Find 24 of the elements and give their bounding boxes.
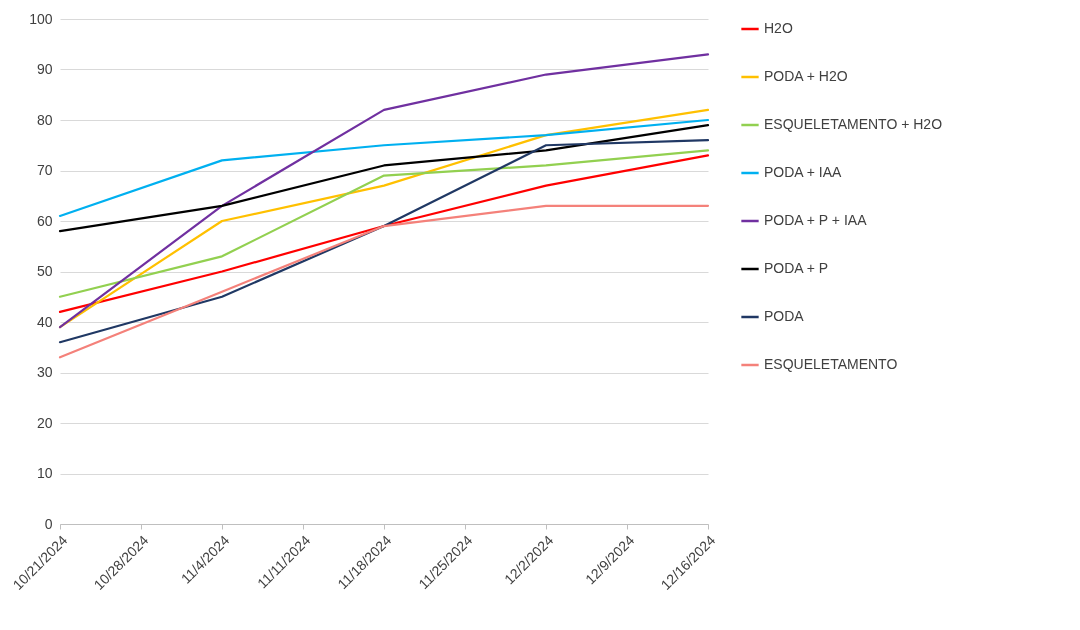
y-tick-label: 40 <box>36 313 53 330</box>
line-series <box>58 123 710 233</box>
y-tick-label: 50 <box>36 263 53 279</box>
line-series <box>58 118 710 218</box>
y-tick-label: 30 <box>36 364 53 380</box>
y-tick-label: 90 <box>36 61 53 77</box>
line-series <box>58 204 710 359</box>
legend-label: ESQUELETAMENTO + H2O <box>764 116 943 132</box>
legend-label: ESQUELETAMENTO <box>764 356 898 372</box>
legend-label: H2O <box>764 20 793 36</box>
y-tick-label: 10 <box>36 465 53 481</box>
legend-label: PODA + H2O <box>764 68 848 84</box>
y-tick-label: 0 <box>44 515 53 532</box>
y-tick-label: 100 <box>29 10 53 27</box>
y-tick-label: 60 <box>36 212 53 229</box>
line-series <box>58 53 710 329</box>
y-tick-label: 80 <box>36 111 53 128</box>
line-series <box>58 139 710 344</box>
legend-label: PODA + P + IAA <box>764 212 868 228</box>
legend-label: PODA + P <box>764 260 829 276</box>
legend-label: PODA <box>764 308 805 324</box>
legend-label: PODA + IAA <box>764 164 843 180</box>
y-tick-label: 20 <box>36 414 53 431</box>
y-tick-label: 70 <box>36 162 53 178</box>
